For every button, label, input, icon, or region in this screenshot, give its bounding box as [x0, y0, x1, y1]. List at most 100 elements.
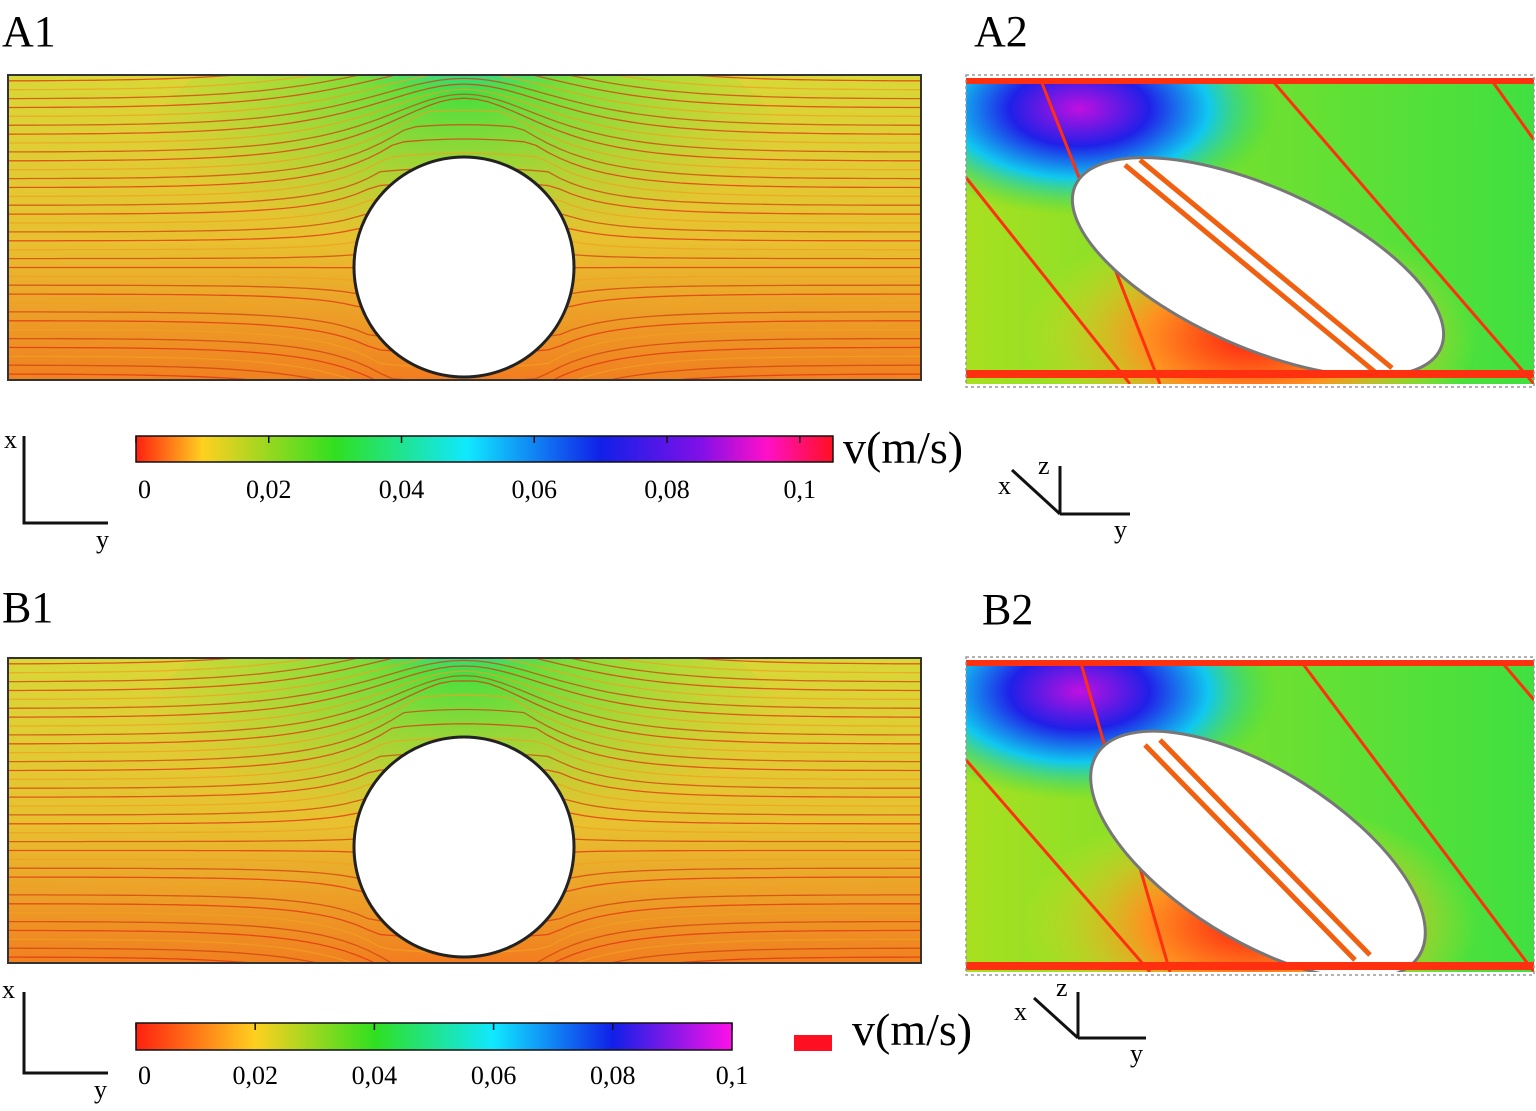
streamline	[8, 355, 921, 380]
wall-top	[966, 660, 1534, 666]
colorbar-tick-label: 0,02	[232, 1061, 278, 1090]
streamline	[8, 658, 920, 674]
colorbar-tick-label: 0,04	[352, 1061, 398, 1090]
streamline	[8, 364, 920, 380]
streamline	[8, 658, 920, 665]
colorbar-ticks: 0 0,02 0,04 0,06 0,08 0,1	[135, 436, 817, 504]
streamline	[8, 93, 920, 153]
streamline	[8, 694, 920, 754]
colorbar-tick-label: 0,08	[590, 1061, 636, 1090]
axes-lines	[1010, 466, 1130, 516]
panel-label-a2: A2	[974, 7, 1028, 56]
colorbar-bottom: 0 0,02 0,04 0,06 0,08 0,1 v(m/s)	[135, 1004, 972, 1090]
panel-b2-frame	[965, 656, 1535, 976]
axes-triad-a1: x y	[4, 425, 109, 554]
inclined-slit	[1123, 158, 1394, 374]
streamline	[8, 956, 920, 963]
streamline	[8, 97, 920, 162]
ellipsoid-obstacle	[1089, 729, 1427, 972]
streamline	[8, 75, 920, 82]
streamline	[8, 75, 920, 91]
streamline	[8, 665, 921, 718]
streamline	[8, 670, 920, 727]
panel-label-b1: B1	[2, 583, 53, 632]
streamline	[8, 124, 920, 180]
axis-label-z: z	[1056, 973, 1068, 1002]
streamline	[8, 77, 921, 126]
streamline	[8, 680, 920, 745]
axes-triad-b1: x y	[2, 975, 108, 1104]
axis-label-x: x	[4, 425, 17, 454]
axis-label-y: y	[1130, 1039, 1143, 1068]
colorbar-tick-label: 0	[138, 475, 151, 504]
wall-bottom	[966, 962, 1534, 970]
streamline	[8, 75, 920, 100]
ellipsoid-obstacle	[1070, 156, 1446, 378]
panel-b2-3d-velocity-map	[966, 660, 1534, 972]
axis-label-y: y	[94, 1075, 107, 1104]
panel-a1-velocity-map	[8, 75, 921, 380]
streamline	[8, 658, 920, 692]
streamline	[8, 337, 920, 380]
colorbar-gradient	[135, 1022, 733, 1051]
cylinder-obstacle	[352, 155, 576, 379]
colorbar-max-swatch	[794, 1035, 832, 1051]
colorbar-tick-label: 0,08	[644, 475, 690, 504]
streamline	[8, 109, 920, 171]
inclined-slit	[1143, 738, 1372, 962]
streamline	[8, 674, 920, 736]
streamline	[8, 947, 920, 963]
streamline	[8, 152, 921, 198]
streamline	[8, 658, 921, 701]
axes-lines	[22, 992, 108, 1075]
colorbar-unit: v(m/s)	[852, 1004, 972, 1055]
colorbar-tick-label: 0,1	[716, 1061, 749, 1090]
streamline	[8, 75, 921, 118]
axes-triad-a2: x z y	[998, 451, 1130, 544]
panel-b1-frame	[7, 657, 922, 964]
streamline	[8, 373, 920, 380]
panel-a1-frame	[7, 74, 922, 381]
colorbar-tick-label: 0,02	[246, 475, 292, 504]
axes-lines	[1032, 992, 1146, 1040]
panel-a2-frame	[965, 74, 1535, 388]
streamline	[8, 708, 920, 763]
panel-a2-3d-velocity-map	[966, 78, 1534, 384]
wall-top	[966, 78, 1534, 84]
streamline	[8, 723, 920, 772]
streamline	[8, 920, 920, 963]
axis-label-x: x	[2, 975, 15, 1004]
axis-label-y: y	[96, 525, 109, 554]
panel-label-b2: B2	[982, 585, 1033, 634]
colorbar-tick-label: 0,04	[379, 475, 425, 504]
streamline	[8, 346, 921, 380]
streamline	[8, 938, 921, 963]
axis-label-x: x	[998, 471, 1011, 500]
streamline	[8, 658, 920, 683]
panel-label-a1: A1	[2, 7, 56, 56]
colorbar-unit: v(m/s)	[843, 422, 963, 473]
colorbar-ticks: 0 0,02 0,04 0,06 0,08 0,1	[135, 1023, 749, 1090]
wall-bottom	[966, 370, 1534, 378]
colorbar-tick-label: 0,06	[512, 475, 558, 504]
cylinder-obstacle	[352, 735, 576, 959]
colorbar-tick-label: 0	[138, 1061, 151, 1090]
axes-lines	[22, 436, 108, 525]
axes-triad-b2: x z y	[1014, 973, 1146, 1068]
panel-b1-velocity-map	[8, 658, 921, 963]
streamline	[8, 929, 921, 963]
axis-label-y: y	[1114, 515, 1127, 544]
axis-label-z: z	[1038, 451, 1050, 480]
streamline	[8, 83, 921, 135]
high-velocity-zone	[274, 75, 654, 205]
streamline	[8, 88, 920, 144]
streamline	[8, 138, 921, 189]
colorbar-top: 0 0,02 0,04 0,06 0,08 0,1 v(m/s)	[135, 422, 963, 504]
colorbar-tick-label: 0,1	[784, 475, 817, 504]
colorbar-tick-label: 0,06	[471, 1061, 517, 1090]
streamline	[8, 659, 921, 709]
colorbar-gradient	[135, 435, 834, 463]
streamline	[8, 75, 920, 109]
axis-label-x: x	[1014, 997, 1027, 1026]
